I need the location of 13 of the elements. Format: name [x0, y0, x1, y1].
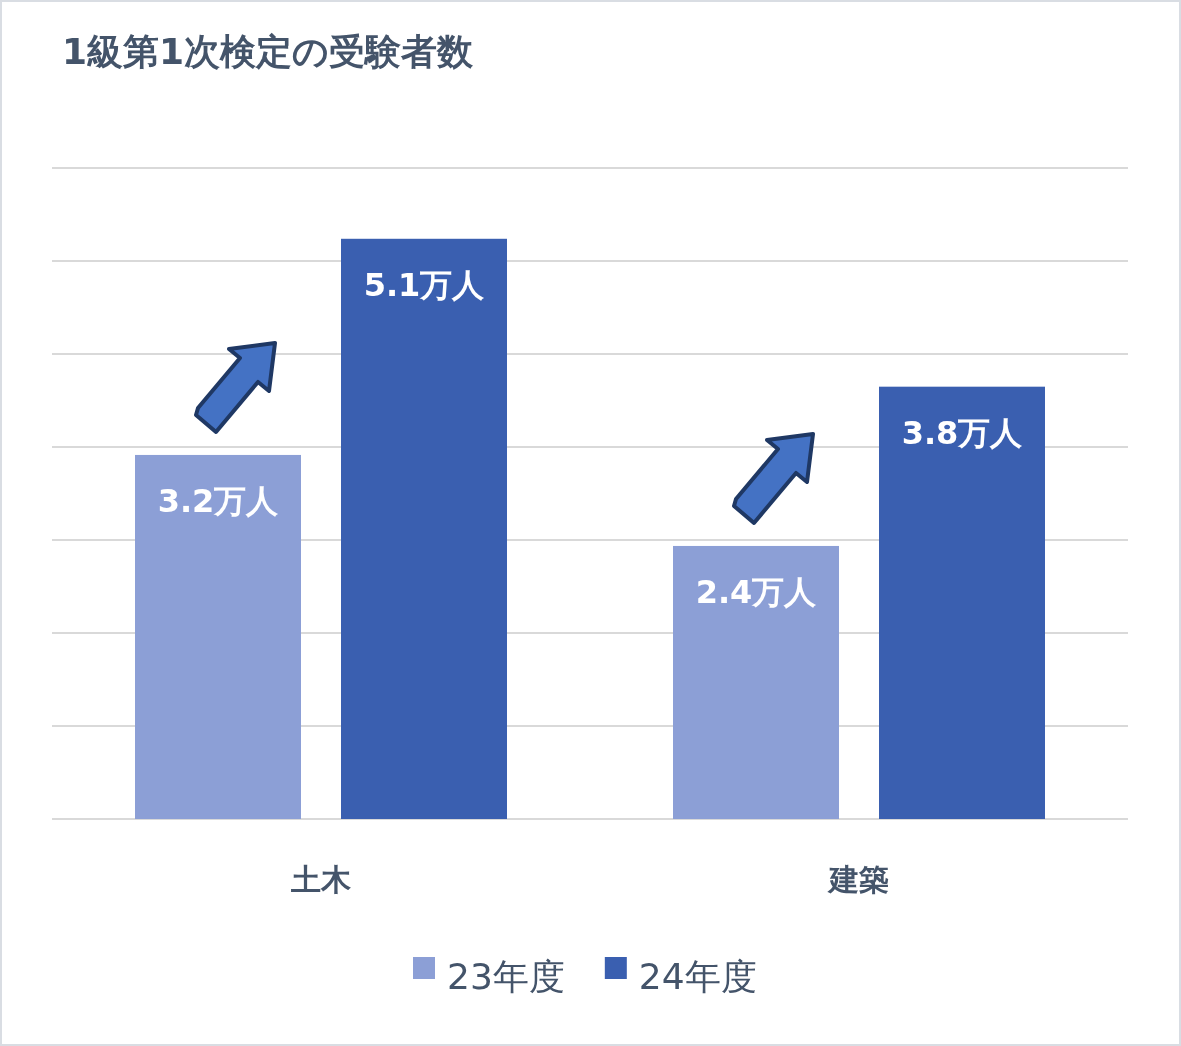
- x-tick-label: 建築: [827, 862, 889, 897]
- data-label: 3.2万人: [157, 481, 280, 520]
- bar: [673, 545, 839, 819]
- chart-title: 1級第1次検定の受験者数: [62, 31, 475, 72]
- legend-label: 23年度: [447, 956, 565, 997]
- bar: [135, 454, 301, 819]
- data-label: 2.4万人: [695, 572, 818, 611]
- bar: [341, 238, 507, 819]
- data-label: 5.1万人: [363, 265, 486, 304]
- bar: [879, 386, 1045, 819]
- x-tick-label: 土木: [290, 862, 352, 897]
- legend-label: 24年度: [638, 956, 757, 997]
- data-label: 3.8万人: [901, 413, 1024, 452]
